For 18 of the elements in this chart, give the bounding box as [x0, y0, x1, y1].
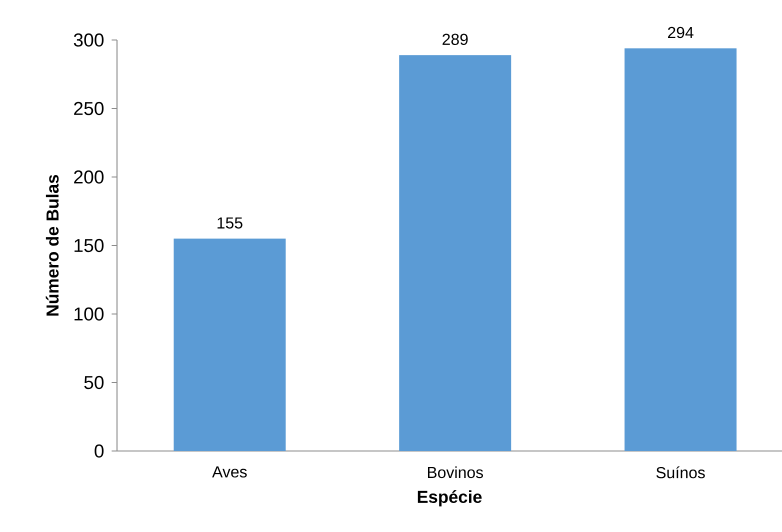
x-tick-label: Bovinos — [428, 466, 484, 478]
x-axis-title: Espécie — [418, 490, 482, 506]
bar — [624, 48, 737, 451]
y-axis-title: Número de Bulas — [46, 174, 59, 316]
y-tick-label: 200 — [74, 170, 104, 184]
y-tick-label: 0 — [94, 444, 104, 458]
bar — [174, 238, 286, 451]
x-tick-label: Aves — [212, 466, 247, 478]
data-label: 294 — [668, 26, 694, 38]
y-tick-label: 50 — [84, 376, 104, 390]
y-tick-label: 150 — [74, 238, 104, 252]
y-tick-label: 250 — [74, 102, 104, 116]
data-label: 289 — [442, 34, 468, 46]
y-tick-label: 100 — [74, 307, 104, 321]
x-tick-label: Suínos — [656, 466, 705, 478]
y-tick-label: 300 — [74, 33, 104, 47]
data-label: 155 — [218, 217, 242, 229]
bar — [399, 55, 512, 451]
